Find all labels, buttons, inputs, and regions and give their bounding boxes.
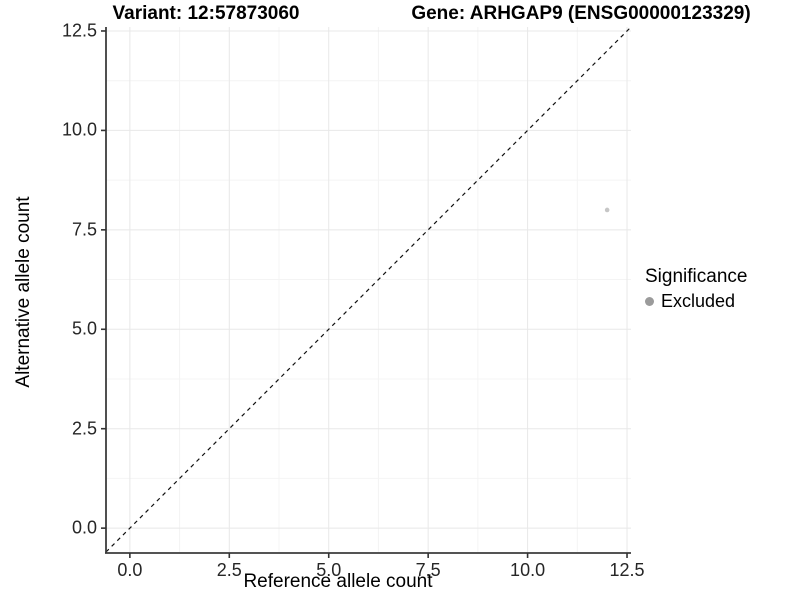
- legend-entry-label: Excluded: [661, 291, 736, 311]
- x-tick-label: 2.5: [216, 560, 242, 580]
- y-tick-label: 12.5: [61, 20, 97, 41]
- y-tick-label: 0.0: [71, 517, 97, 538]
- y-tick-label: 2.5: [71, 418, 97, 439]
- x-tick-label: 0.0: [117, 560, 143, 580]
- y-tick-label: 10.0: [61, 119, 97, 140]
- legend: Significance Excluded: [645, 266, 747, 312]
- y-axis-title: Alternative allele count: [13, 196, 34, 388]
- gene-title: Gene: ARHGAP9 (ENSG00000123329): [411, 3, 751, 24]
- x-tick-label: 10.0: [510, 560, 546, 580]
- data-point: [604, 207, 610, 213]
- x-tick-label: 7.5: [415, 560, 441, 580]
- x-axis-title: Reference allele count: [243, 571, 433, 592]
- x-tick-label: 5.0: [316, 560, 342, 580]
- y-tick-label: 7.5: [71, 219, 97, 240]
- y-tick-label: 5.0: [71, 318, 97, 339]
- variant-title: Variant: 12:57873060: [112, 3, 300, 24]
- identity-reference-line: [105, 26, 632, 553]
- legend-point-icon: [645, 297, 654, 306]
- x-tick-label: 12.5: [609, 560, 645, 580]
- legend-title: Significance: [645, 266, 748, 287]
- legend-entry-excluded: Excluded: [645, 291, 747, 312]
